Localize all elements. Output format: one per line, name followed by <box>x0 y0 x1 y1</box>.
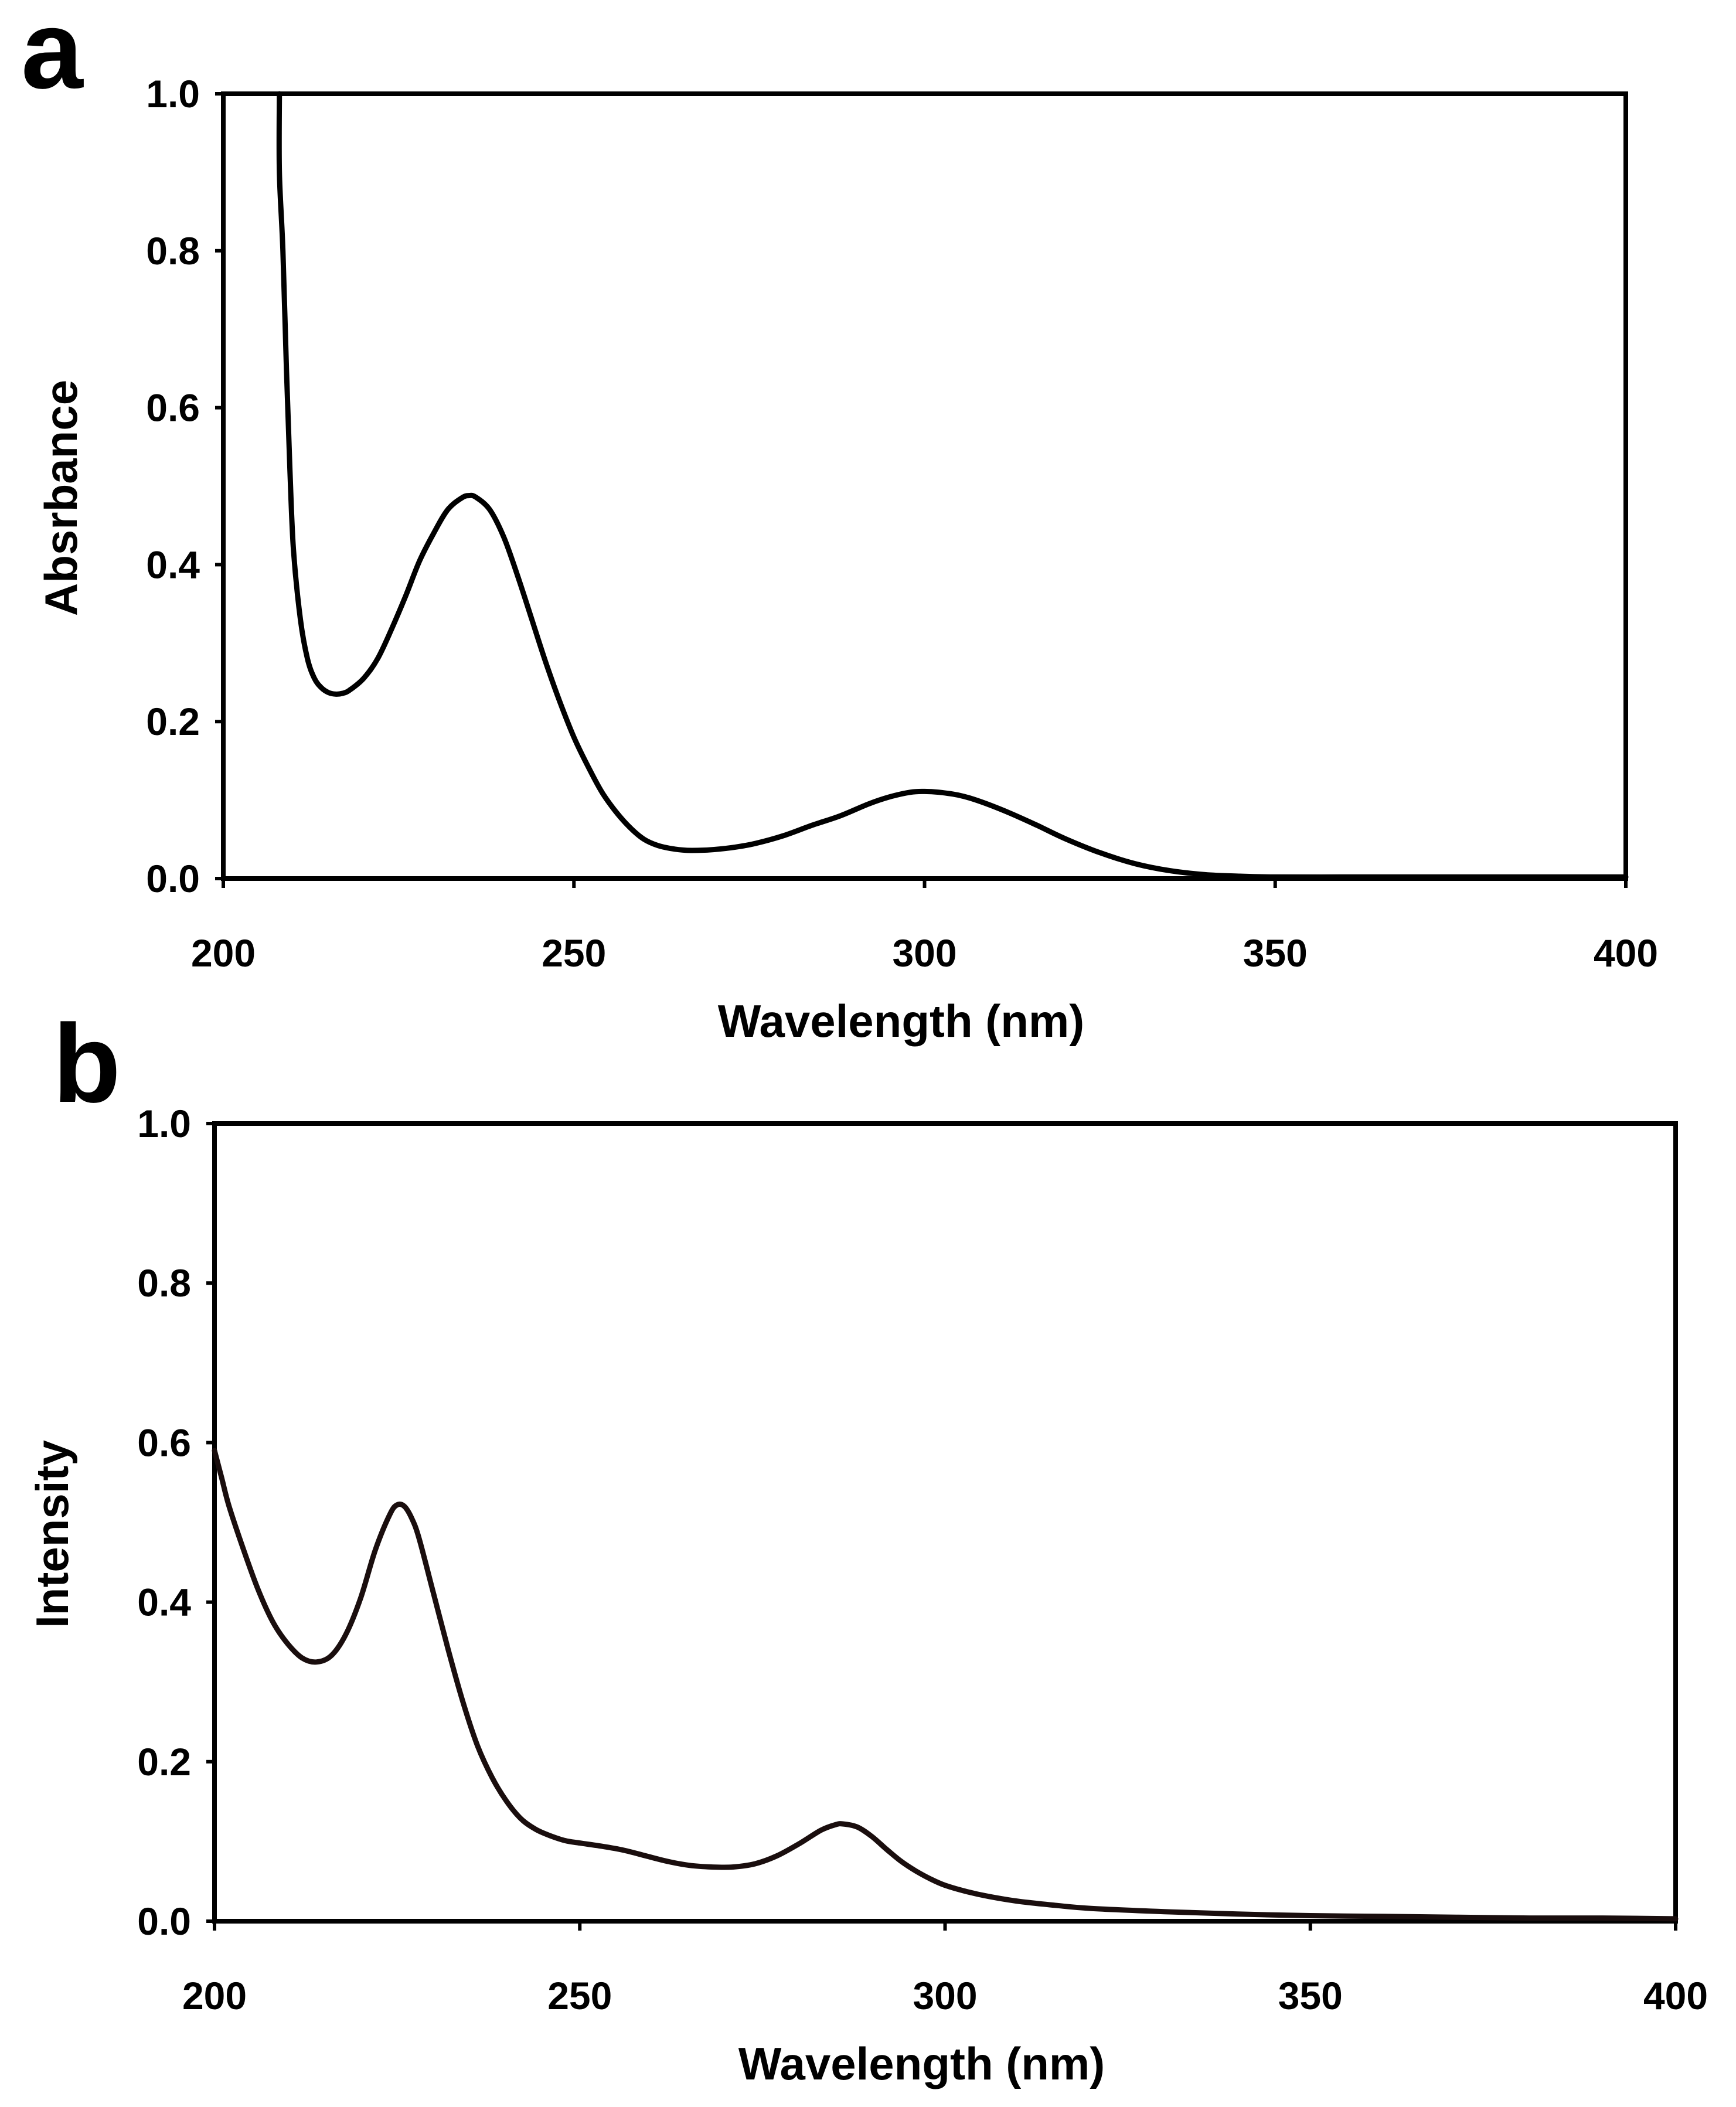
y-tick-label: 0.2 <box>137 1740 191 1783</box>
x-axis-label: Wavelength (nm) <box>738 2038 1105 2089</box>
x-tick-label: 250 <box>542 931 606 975</box>
panel-label-a: a <box>21 0 84 112</box>
y-tick-label: 0.6 <box>137 1421 191 1464</box>
panel-label-b: b <box>53 1002 121 1126</box>
x-tick-label: 300 <box>892 931 956 975</box>
x-tick-label: 200 <box>182 1974 247 2017</box>
y-tick-label: 0.0 <box>137 1900 191 1943</box>
y-tick-label: 0.2 <box>146 700 200 743</box>
series-line-intensity <box>212 1448 1679 1922</box>
x-tick-label: 350 <box>1278 1974 1343 2017</box>
y-tick-label: 0.0 <box>146 857 200 900</box>
y-tick-label: 0.8 <box>137 1261 191 1305</box>
x-tick-label: 400 <box>1594 931 1658 975</box>
series-line-absorbance <box>276 91 1629 880</box>
y-tick-label: 0.6 <box>146 386 200 430</box>
y-tick-label: 0.8 <box>146 229 200 273</box>
x-tick-label: 350 <box>1243 931 1308 975</box>
x-tick-label: 200 <box>191 931 256 975</box>
x-tick-label: 300 <box>913 1974 977 2017</box>
x-axis-label: Wavelength (nm) <box>718 995 1084 1047</box>
y-axis-label: Intensity <box>26 1440 78 1628</box>
y-tick-label: 0.4 <box>146 543 200 586</box>
y-tick-label: 1.0 <box>137 1102 191 1145</box>
y-tick-label: 0.4 <box>137 1581 191 1624</box>
chart-panel-a: 0.0 0.2 0.4 0.6 0.8 1.0 200 250 300 350 400 Wavelen… <box>35 72 1658 1047</box>
y-axis-label: Absrbance <box>35 380 87 616</box>
chart-panel-b: 0.0 0.2 0.4 0.6 0.8 1.0 200 250 300 350 400 Wavelen… <box>26 1102 1708 2089</box>
x-tick-label: 400 <box>1643 1974 1708 2017</box>
x-tick-label: 250 <box>547 1974 612 2017</box>
y-tick-label: 1.0 <box>146 72 200 115</box>
